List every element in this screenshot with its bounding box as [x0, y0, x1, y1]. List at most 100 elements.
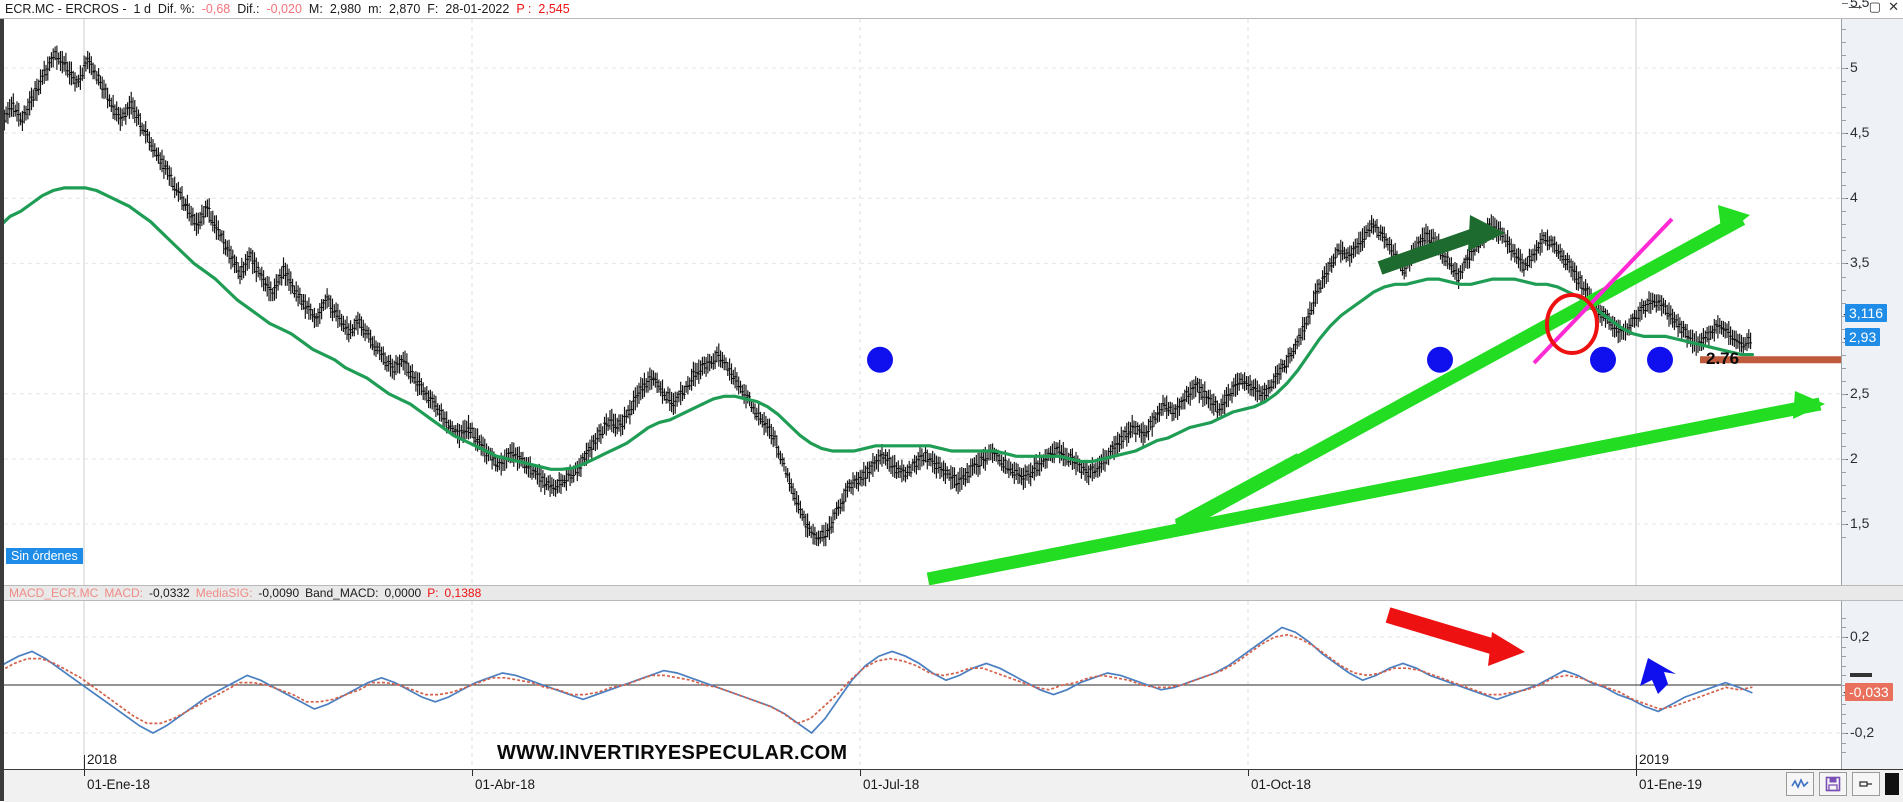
axis-minor-tick	[1842, 484, 1846, 486]
axis-minor-tick	[1842, 694, 1846, 696]
axis-minor-tick	[1842, 511, 1846, 512]
axis-minor-tick	[1842, 637, 1846, 638]
macd-current-value-highlight[interactable]: -0,033	[1845, 682, 1893, 701]
chart-header: ECR.MC - ERCROS - 1 d Dif. %: -0,68 Dif.…	[0, 0, 1903, 19]
indicator-icon[interactable]	[1786, 772, 1814, 796]
date-tick-mark	[860, 770, 861, 776]
axis-minor-tick	[1842, 524, 1846, 525]
current-price-highlight[interactable]: 2,93	[1845, 327, 1881, 346]
max-label: M:	[308, 2, 323, 16]
macd-name: MACD_ECR.MC	[9, 586, 99, 600]
diff-value: -0,020	[266, 2, 302, 16]
price-y-axis[interactable]: 5,554,543,52,521,5◄3,116◄2,93	[1841, 0, 1903, 585]
axis-minor-tick	[1842, 289, 1846, 291]
p-label: P :	[516, 2, 532, 16]
price-axis-label: 2,5	[1850, 384, 1870, 401]
watermark: WWW.INVERTIRYESPECULAR.COM	[497, 742, 848, 764]
macd-signal-label: MediaSIG:	[195, 586, 253, 600]
macd-p-value: 0,1388	[444, 586, 482, 600]
macd-band-label: Band_MACD:	[305, 586, 379, 600]
date-tick-mark	[1636, 770, 1637, 776]
scroll-end-button[interactable]	[1885, 773, 1899, 795]
axis-minor-tick	[1842, 55, 1846, 56]
axis-minor-tick	[1842, 263, 1846, 265]
axis-minor-tick	[1842, 458, 1846, 460]
axis-minor-tick	[1842, 380, 1846, 382]
axis-minor-tick	[1842, 537, 1846, 538]
axis-minor-tick	[1842, 393, 1846, 395]
date-axis-label: 01-Ene-19	[1639, 777, 1703, 792]
macd-signal-value: -0,0090	[258, 586, 300, 600]
macd-band-marker	[1850, 672, 1872, 677]
macd-chart-panel[interactable]	[4, 601, 1841, 769]
max-value: 2,980	[329, 2, 362, 16]
bottom-toolbar[interactable]	[1786, 772, 1899, 796]
macd-band-value: 0,0000	[384, 586, 422, 600]
axis-minor-tick	[1842, 68, 1846, 69]
price-axis-label: 2	[1850, 449, 1858, 466]
date-axis-label: 01-Oct-18	[1251, 777, 1312, 792]
price-axis-label: 5,5	[1850, 0, 1870, 10]
min-label: m:	[368, 2, 382, 16]
macd-value: -0,0332	[149, 586, 190, 600]
window-controls[interactable]: — ▢ ✕	[1848, 0, 1899, 14]
axis-minor-tick	[1842, 733, 1846, 734]
date-axis[interactable]: 01-Ene-18 01-Abr-18 01-Jul-18 01-Oct-18 01-E…	[4, 769, 1903, 802]
close-icon[interactable]: ✕	[1888, 0, 1899, 14]
axis-minor-tick	[1842, 367, 1846, 369]
date-axis-label: 01-Jul-18	[863, 777, 920, 792]
axis-minor-tick	[1842, 704, 1846, 706]
resistance-price-label: 2.76	[1706, 349, 1740, 368]
axis-minor-tick	[1842, 406, 1846, 408]
macd-axis-label: 0,2	[1850, 628, 1870, 644]
minimize-icon[interactable]: —	[1848, 0, 1862, 14]
current-price-highlight[interactable]: 3,116	[1845, 303, 1887, 322]
macd-y-axis[interactable]: 0,2-0,2◄-0,033	[1841, 601, 1903, 769]
axis-minor-tick	[1842, 675, 1846, 677]
axis-minor-tick	[1842, 723, 1846, 725]
axis-minor-tick	[1842, 328, 1846, 330]
axis-minor-tick	[1842, 276, 1846, 278]
axis-minor-tick	[1842, 302, 1846, 304]
year-axis-label: 2018	[87, 752, 118, 767]
macd-label: MACD:	[104, 586, 144, 600]
axis-minor-tick	[1842, 354, 1846, 356]
axis-minor-tick	[1842, 742, 1846, 744]
price-chart-svg	[4, 19, 1841, 585]
pin-icon[interactable]	[1852, 772, 1880, 796]
maximize-icon[interactable]: ▢	[1868, 0, 1882, 14]
axis-minor-tick	[1842, 617, 1846, 619]
date-tick-mark	[84, 770, 85, 776]
axis-minor-tick	[1842, 107, 1846, 109]
axis-minor-tick	[1842, 28, 1846, 30]
date-axis-label: 01-Ene-18	[87, 777, 151, 792]
date-label: F:	[427, 2, 439, 16]
diff-pct-value: -0,68	[201, 2, 231, 16]
axis-minor-tick	[1842, 94, 1846, 96]
axis-minor-tick	[1842, 713, 1846, 715]
price-axis-label: 4,5	[1850, 124, 1870, 141]
window-left-edge	[0, 0, 4, 801]
axis-minor-tick	[1842, 646, 1846, 648]
save-icon[interactable]	[1819, 772, 1847, 796]
diff-pct-label: Dif. %:	[157, 2, 195, 16]
axis-minor-tick	[1842, 656, 1846, 658]
price-axis-label: 1,5	[1850, 515, 1870, 531]
axis-minor-tick	[1842, 685, 1846, 686]
price-chart-panel[interactable]	[4, 19, 1841, 585]
min-value: 2,870	[388, 2, 421, 16]
axis-minor-tick	[1842, 133, 1846, 135]
axis-minor-tick	[1842, 497, 1846, 499]
axis-minor-tick	[1842, 41, 1846, 43]
date-value: 28-01-2022	[445, 2, 510, 16]
axis-minor-tick	[1842, 224, 1846, 226]
axis-minor-tick	[1842, 120, 1846, 122]
axis-minor-tick	[1842, 146, 1846, 148]
diff-label: Dif.:	[237, 2, 260, 16]
axis-minor-tick	[1842, 445, 1846, 447]
axis-minor-tick	[1842, 315, 1846, 317]
axis-minor-tick	[1842, 752, 1846, 754]
date-axis-label: 01-Abr-18	[475, 777, 536, 792]
axis-minor-tick	[1842, 81, 1846, 82]
